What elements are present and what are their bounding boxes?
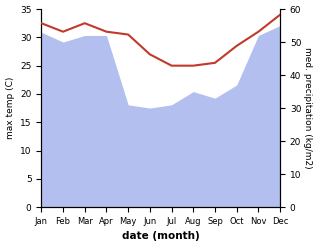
Y-axis label: med. precipitation (kg/m2): med. precipitation (kg/m2) [303,47,313,169]
X-axis label: date (month): date (month) [122,231,200,242]
Y-axis label: max temp (C): max temp (C) [5,77,15,139]
